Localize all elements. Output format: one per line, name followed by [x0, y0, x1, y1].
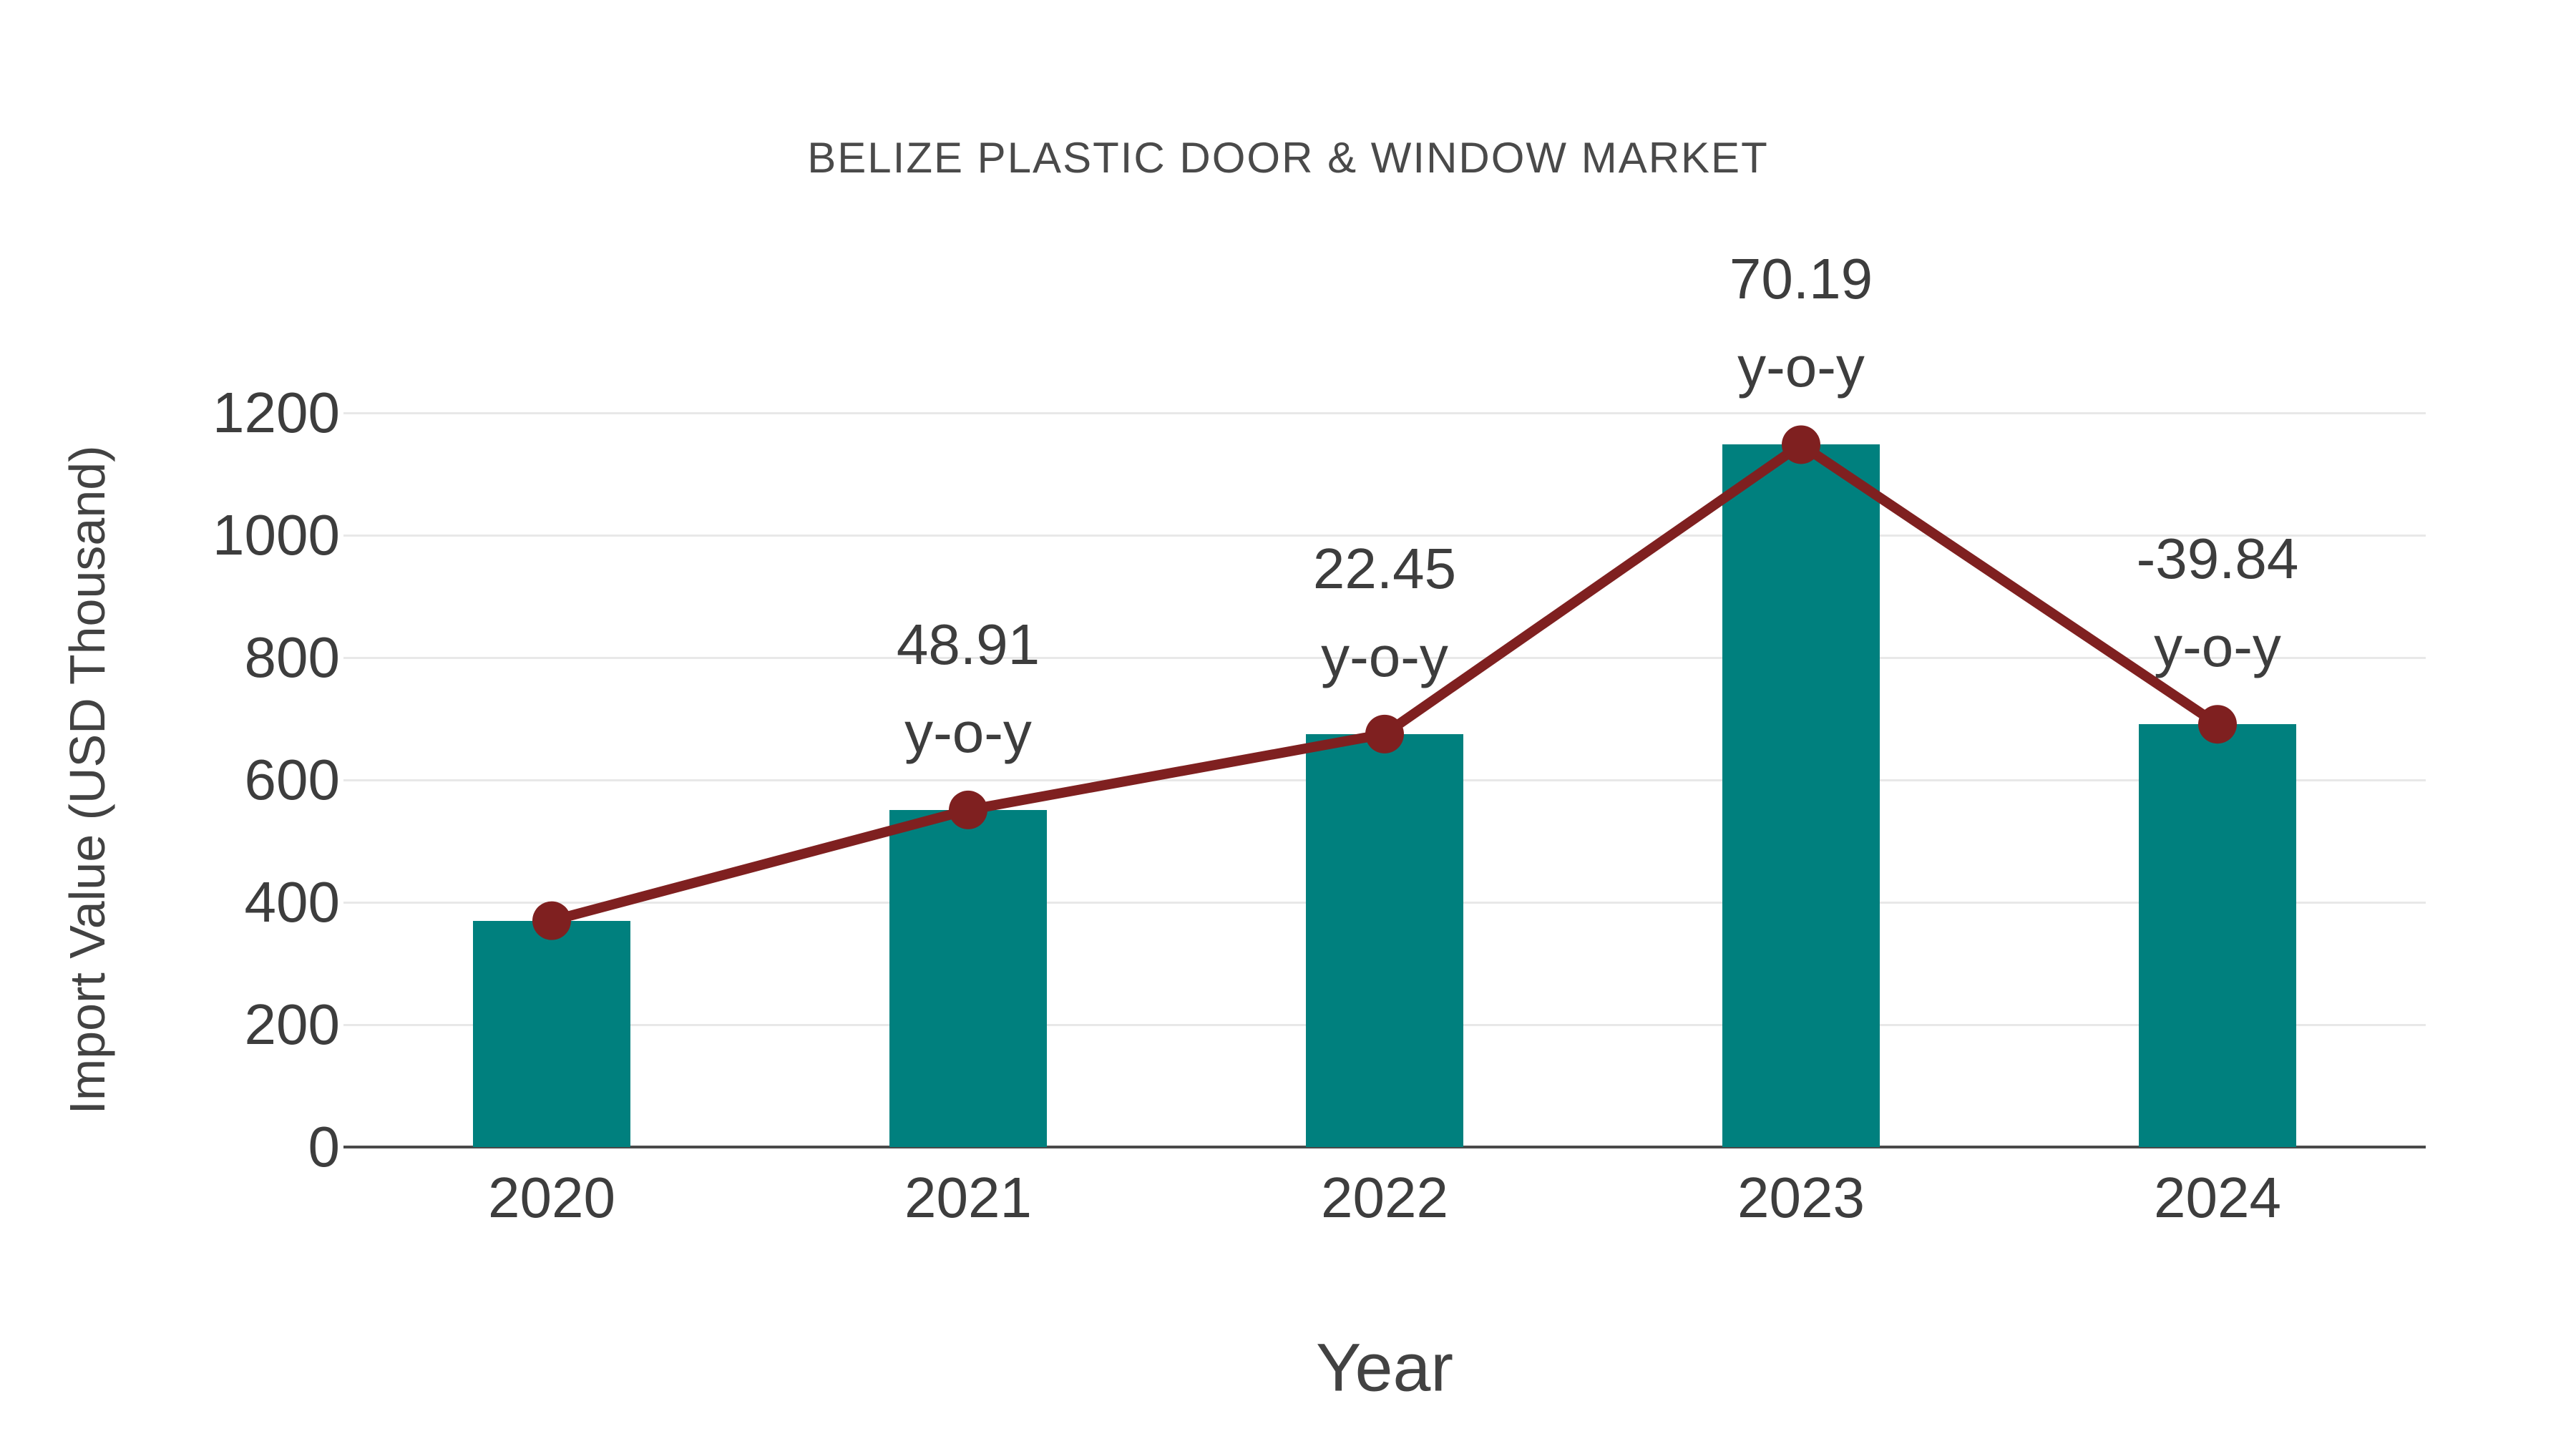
y-tick-label-1000: 1000: [213, 503, 340, 567]
data-point-marker-2020[interactable]: [532, 901, 571, 940]
yoy-suffix-2024: y-o-y: [2154, 615, 2281, 679]
y-tick-label-200: 200: [244, 992, 340, 1056]
gridline-1000: [343, 534, 2426, 537]
y-tick-label-400: 400: [244, 870, 340, 934]
gridline-1200: [343, 411, 2426, 414]
data-point-marker-2021[interactable]: [949, 790, 987, 829]
bar-2020[interactable]: [473, 920, 630, 1147]
y-tick-label-1200: 1200: [213, 381, 340, 444]
yoy-value-2023: 70.19: [1729, 247, 1873, 311]
trend-line: [550, 438, 2220, 926]
y-tick-label-600: 600: [244, 748, 340, 811]
x-tick-label-2021: 2021: [904, 1166, 1032, 1229]
data-point-marker-2024[interactable]: [2198, 705, 2237, 744]
data-point-marker-2022[interactable]: [1365, 714, 1404, 753]
x-tick-label-2024: 2024: [2154, 1166, 2281, 1229]
x-axis-title: Year: [1316, 1330, 1453, 1406]
yoy-value-2022: 22.45: [1312, 536, 1457, 600]
yoy-suffix-2021: y-o-y: [904, 700, 1032, 764]
bar-2021[interactable]: [889, 809, 1047, 1147]
x-axis-line: [343, 1146, 2426, 1148]
gridline-800: [343, 656, 2426, 659]
yoy-value-2021: 48.91: [896, 612, 1040, 676]
x-tick-label-2022: 2022: [1321, 1166, 1448, 1229]
y-tick-label-800: 800: [244, 625, 340, 689]
x-tick-label-2020: 2020: [488, 1166, 615, 1229]
yoy-value-2024: -39.84: [2136, 527, 2299, 591]
y-tick-label-0: 0: [308, 1115, 341, 1179]
data-point-marker-2023[interactable]: [1782, 425, 1820, 464]
bar-2022[interactable]: [1306, 733, 1463, 1147]
x-tick-label-2023: 2023: [1737, 1166, 1865, 1229]
yoy-suffix-2023: y-o-y: [1737, 335, 1865, 399]
bar-2023[interactable]: [1722, 444, 1880, 1147]
bar-2024[interactable]: [2139, 724, 2296, 1147]
chart-title: BELIZE PLASTIC DOOR & WINDOW MARKET: [807, 134, 1769, 182]
yoy-suffix-2022: y-o-y: [1321, 624, 1448, 688]
